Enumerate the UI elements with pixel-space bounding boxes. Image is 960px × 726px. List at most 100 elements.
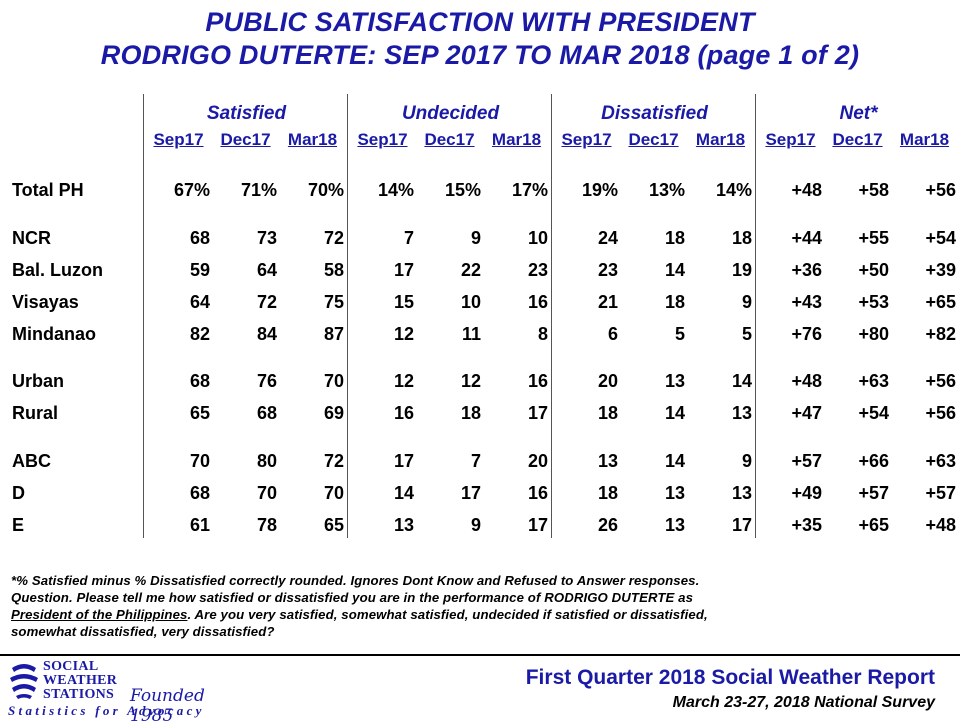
page-title-line-2: RODRIGO DUTERTE: SEP 2017 TO MAR 2018 (p…	[100, 40, 860, 70]
logo-text-stations: STATIONS	[43, 687, 115, 702]
table-cell: 13%	[648, 180, 685, 200]
sws-logo: SOCIAL WEATHER STATIONS Founded 1985 Sta…	[8, 660, 248, 726]
table-cell: 70%	[307, 180, 344, 200]
group-header-dissatisfied: Dissatisfied	[601, 103, 708, 124]
table-cell: 21	[597, 292, 618, 312]
table-cell: 7	[470, 451, 481, 471]
table-cell: 18	[597, 483, 618, 503]
table-cell: 12	[393, 324, 414, 344]
footnote-line: *% Satisfied minus % Dissatisfied correc…	[11, 573, 700, 588]
table-cell: 72	[323, 228, 344, 248]
row-label: E	[12, 515, 25, 535]
table-cell: +50	[858, 260, 889, 280]
table-cell: 13	[664, 515, 685, 535]
table-cell: +82	[925, 324, 956, 344]
table-cell: +36	[791, 260, 822, 280]
subheader-mar18: Mar18	[899, 130, 950, 149]
table-cell: +65	[925, 292, 956, 312]
table-cell: 17	[527, 515, 548, 535]
group-header-undecided: Undecided	[401, 103, 500, 124]
table-cell: +56	[925, 180, 956, 200]
table-cell: 6	[607, 324, 618, 344]
table-cell: 22	[460, 260, 481, 280]
table-cell: 18	[731, 228, 752, 248]
table-cell: 17%	[511, 180, 548, 200]
table-cell: +39	[925, 260, 956, 280]
table-cell: 10	[527, 228, 548, 248]
row-label: Rural	[12, 403, 59, 423]
table-cell: 20	[527, 451, 548, 471]
table-cell: 11	[461, 324, 481, 344]
table-cell: +63	[925, 451, 956, 471]
table-cell: 23	[597, 260, 618, 280]
page-title-line-1: PUBLIC SATISFACTION WITH PRESIDENT	[205, 7, 755, 37]
table-cell: 18	[597, 403, 618, 423]
row-label: Bal. Luzon	[12, 260, 103, 280]
table-cell: 15	[393, 292, 414, 312]
subheader-sep17: Sep17	[153, 130, 204, 149]
table-cell: 9	[741, 292, 752, 312]
table-cell: 68	[189, 228, 210, 248]
table-cell: 14%	[715, 180, 752, 200]
table-cell: 17	[393, 260, 414, 280]
table-cell: +57	[791, 451, 822, 471]
footnote-line: Question. Please tell me how satisfied o…	[11, 590, 694, 605]
table-cell: 14	[731, 371, 752, 391]
table-cell: 10	[460, 292, 481, 312]
table-cell: 64	[256, 260, 277, 280]
subheader-dec17: Dec17	[628, 130, 679, 149]
column-divider	[551, 94, 552, 538]
table-cell: 70	[256, 483, 277, 503]
table-cell: 61	[189, 515, 210, 535]
table-cell: 13	[664, 371, 685, 391]
subheader-sep17: Sep17	[357, 130, 408, 149]
table-cell: 67%	[173, 180, 210, 200]
table-cell: +54	[925, 228, 956, 248]
table-cell: 72	[323, 451, 344, 471]
footnote-text: . Are you very satisfied, somewhat satis…	[187, 607, 708, 622]
table-cell: 17	[460, 483, 481, 503]
table-cell: +43	[791, 292, 822, 312]
table-cell: 58	[323, 260, 344, 280]
table-cell: 9	[741, 451, 752, 471]
table-cell: 13	[393, 515, 414, 535]
row-label: Visayas	[12, 292, 79, 312]
table-cell: 68	[256, 403, 277, 423]
column-divider	[143, 94, 144, 538]
table-cell: +80	[858, 324, 889, 344]
table-cell: 65	[323, 515, 344, 535]
table-cell: +53	[858, 292, 889, 312]
table-cell: +63	[858, 371, 889, 391]
footnote-underlined-phrase: President of the Philippines	[11, 607, 188, 622]
table-cell: 13	[664, 483, 685, 503]
row-label: NCR	[12, 228, 51, 248]
table-cell: +48	[791, 180, 822, 200]
group-header-net: Net*	[839, 103, 878, 124]
table-cell: 18	[664, 228, 685, 248]
table-cell: 80	[256, 451, 277, 471]
footnote-line: somewhat dissatisfied, very dissatisfied…	[11, 624, 275, 639]
column-divider	[347, 94, 348, 538]
table-cell: 65	[189, 403, 210, 423]
table-cell: +35	[791, 515, 822, 535]
table-cell: 69	[323, 403, 344, 423]
subheader-sep17: Sep17	[765, 130, 816, 149]
table-cell: 19	[731, 260, 752, 280]
table-cell: +44	[791, 228, 822, 248]
subheader-mar18: Mar18	[491, 130, 542, 149]
row-label: Mindanao	[12, 324, 96, 344]
table-cell: +47	[791, 403, 822, 423]
table-cell: +65	[858, 515, 889, 535]
table-cell: 26	[597, 515, 618, 535]
table-cell: 14%	[377, 180, 414, 200]
table-cell: 14	[664, 403, 685, 423]
subheader-mar18: Mar18	[287, 130, 338, 149]
table-cell: 16	[527, 483, 548, 503]
table-cell: 8	[537, 324, 548, 344]
table-cell: +76	[791, 324, 822, 344]
sws-logo-symbol-icon	[10, 664, 38, 699]
table-cell: 13	[731, 483, 752, 503]
table-cell: 71%	[240, 180, 277, 200]
subheader-mar18: Mar18	[695, 130, 746, 149]
report-subtitle: March 23-27, 2018 National Survey	[672, 694, 935, 711]
